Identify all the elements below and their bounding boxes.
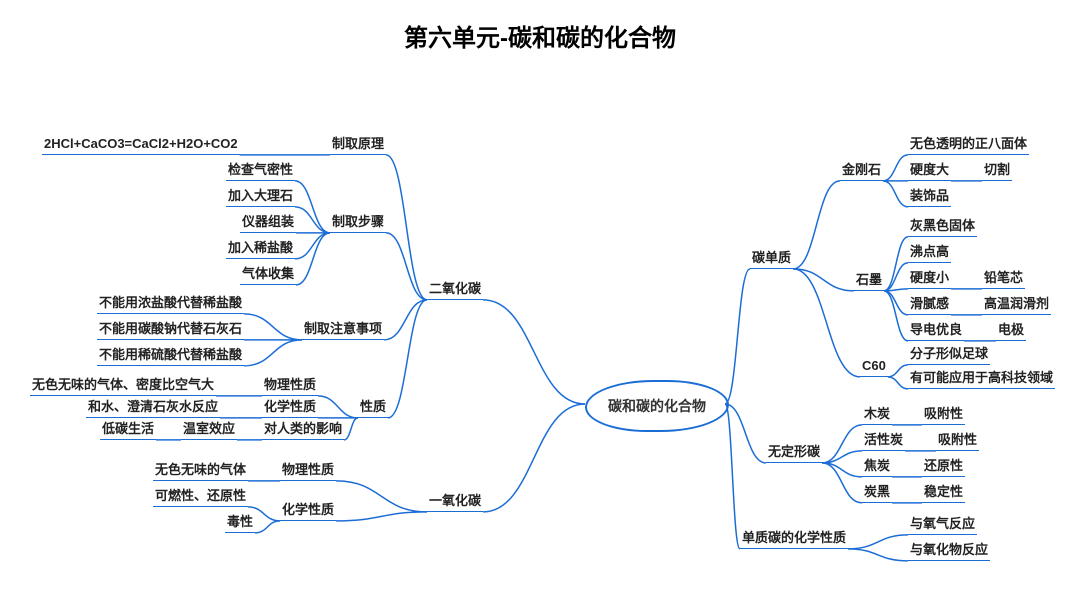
node-co2: 二氧化碳 <box>427 281 483 300</box>
node-stp5: 气体收集 <box>240 266 296 285</box>
node-co-pp2a: 可燃性、还原性 <box>153 488 248 507</box>
node-jin1: 无色透明的正八面体 <box>908 136 1029 155</box>
node-pp3: 对人类的影响 <box>262 421 344 440</box>
node-wd2a: 吸附性 <box>936 432 979 451</box>
node-c60b: 有可能应用于高科技领域 <box>908 370 1055 389</box>
node-shi2: 沸点高 <box>908 244 951 263</box>
node-co2-prop: 性质 <box>358 399 388 418</box>
node-shi5: 导电优良 <box>908 322 964 341</box>
node-co: 一氧化碳 <box>427 493 483 512</box>
node-c60: C60 <box>860 358 888 377</box>
node-wd4a: 稳定性 <box>922 484 965 503</box>
node-nt1: 不能用浓盐酸代替稀盐酸 <box>97 295 244 314</box>
mindmap-canvas: 第六单元-碳和碳的化合物 碳和碳的化合物 二氧化碳一氧化碳 制取原理 2HCl+Ca… <box>0 0 1080 595</box>
node-c60a: 分子形似足球 <box>908 346 990 365</box>
node-shi4: 滑腻感 <box>908 296 951 315</box>
node-pp1d: 无色无味的气体、密度比空气大 <box>30 377 216 396</box>
node-co2-prin: 制取原理 <box>330 136 386 155</box>
node-pp2: 化学性质 <box>262 399 318 418</box>
node-wd2: 活性炭 <box>862 432 905 451</box>
node-dhx2: 与氧化物反应 <box>908 542 990 561</box>
node-shi3a: 铅笔芯 <box>982 270 1025 289</box>
node-wdx: 无定形碳 <box>766 444 822 463</box>
node-shi1: 灰黑色固体 <box>908 218 977 237</box>
node-jin: 金刚石 <box>840 162 883 181</box>
node-wd3a: 还原性 <box>922 458 965 477</box>
node-shi5a: 电极 <box>996 322 1026 341</box>
node-nt3: 不能用稀硫酸代替稀盐酸 <box>97 347 244 366</box>
node-shi: 石墨 <box>854 272 884 291</box>
page-title: 第六单元-碳和碳的化合物 <box>0 18 1080 53</box>
node-pp3a: 温室效应 <box>181 421 237 440</box>
node-co-pp1d: 无色无味的气体 <box>153 462 248 481</box>
node-dhx: 单质碳的化学性质 <box>740 530 848 549</box>
node-dhx1: 与氧气反应 <box>908 516 977 535</box>
node-co2-note: 制取注意事项 <box>302 321 384 340</box>
node-jin2: 硬度大 <box>908 162 951 181</box>
node-pp2d: 和水、澄清石灰水反应 <box>86 399 220 418</box>
node-wd4: 炭黑 <box>862 484 892 503</box>
node-stp2: 加入大理石 <box>226 188 295 207</box>
node-stp3: 仪器组装 <box>240 214 296 233</box>
center-node: 碳和碳的化合物 <box>585 380 729 432</box>
node-co2-prin-eq: 2HCl+CaCO3=CaCl2+H2O+CO2 <box>42 136 240 155</box>
node-stp1: 检查气密性 <box>226 162 295 181</box>
node-co-pp2: 化学性质 <box>280 502 336 521</box>
node-shi3: 硬度小 <box>908 270 951 289</box>
node-stp4: 加入稀盐酸 <box>226 240 295 259</box>
node-cdan: 碳单质 <box>750 250 793 269</box>
center-label: 碳和碳的化合物 <box>608 396 706 416</box>
node-co-pp1: 物理性质 <box>280 462 336 481</box>
node-pp1: 物理性质 <box>262 377 318 396</box>
node-wd1: 木炭 <box>862 406 892 425</box>
node-wd3: 焦炭 <box>862 458 892 477</box>
node-jin3: 装饰品 <box>908 188 951 207</box>
node-co2-step: 制取步骤 <box>330 214 386 233</box>
node-pp3b: 低碳生活 <box>100 421 156 440</box>
node-co-pp2b: 毒性 <box>225 514 255 533</box>
node-wd1a: 吸附性 <box>922 406 965 425</box>
node-shi4a: 高温润滑剂 <box>982 296 1051 315</box>
node-jin2a: 切割 <box>982 162 1012 181</box>
node-nt2: 不能用碳酸钠代替石灰石 <box>97 321 244 340</box>
